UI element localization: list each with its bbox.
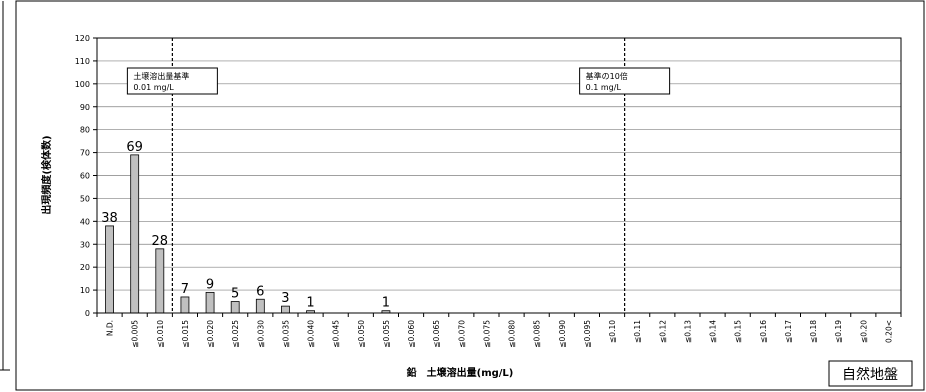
x-tick-label-30: ≦0.20 xyxy=(859,320,868,343)
data-label-3: 7 xyxy=(181,282,189,297)
y-tick-label-11: 110 xyxy=(75,57,90,66)
y-tick-label-10: 100 xyxy=(75,80,90,89)
x-tick-label-19: ≦0.095 xyxy=(583,320,592,348)
x-tick-label-6: ≦0.030 xyxy=(256,320,265,348)
y-tick-label-6: 60 xyxy=(80,172,90,181)
bar-3 xyxy=(180,296,190,314)
bar-7 xyxy=(281,305,290,314)
reference-label-box-0 xyxy=(126,67,218,95)
reference-lines: 土壌溶出量基準 0.01 mg/L 基準の10倍 0.1 mg/L xyxy=(126,38,671,313)
x-tick-label-3: ≦0.015 xyxy=(181,320,190,348)
x-tick-label-26: ≦0.16 xyxy=(759,320,768,343)
data-label-4: 9 xyxy=(206,277,214,292)
x-tick-label-23: ≦0.13 xyxy=(683,320,692,343)
x-tick-label-21: ≦0.11 xyxy=(633,320,642,343)
bars xyxy=(105,154,391,314)
y-tick-label-12: 120 xyxy=(75,34,90,43)
y-tick-label-5: 50 xyxy=(80,194,90,203)
y-axis-ticks: 0 10 20 30 40 50 60 70 80 90 100 110 120 xyxy=(75,34,97,318)
y-tick-label-2: 20 xyxy=(80,263,90,272)
x-tick-label-25: ≦0.15 xyxy=(734,320,743,343)
x-tick-label-11: ≦0.055 xyxy=(382,320,391,348)
bar-1 xyxy=(130,154,140,314)
bar-6 xyxy=(255,298,265,314)
reference-label-line1-1: 基準の10倍 xyxy=(586,71,628,81)
x-tick-label-20: ≦0.10 xyxy=(608,320,617,343)
bar-5 xyxy=(230,301,240,314)
x-tick-label-8: ≦0.040 xyxy=(307,320,316,348)
x-tick-label-22: ≦0.12 xyxy=(658,320,667,343)
x-tick-label-18: ≦0.090 xyxy=(558,320,567,348)
x-tick-label-17: ≦0.085 xyxy=(533,320,542,348)
outer-frame xyxy=(15,0,925,391)
x-tick-label-16: ≦0.080 xyxy=(508,320,517,348)
y-tick-label-8: 80 xyxy=(80,126,90,135)
x-tick-label-2: ≦0.010 xyxy=(156,320,165,348)
data-label-6: 6 xyxy=(256,284,264,299)
x-tick-label-15: ≦0.075 xyxy=(482,320,491,348)
y-axis-title: 出現頻度(検体数) xyxy=(40,135,53,214)
x-tick-label-24: ≦0.14 xyxy=(709,320,718,343)
reference-label-line2-0: 0.01 mg/L xyxy=(133,83,174,92)
plot-area-border xyxy=(96,37,902,314)
x-tick-label-29: ≦0.19 xyxy=(834,320,843,343)
x-tick-label-14: ≦0.070 xyxy=(457,320,466,348)
x-tick-label-28: ≦0.18 xyxy=(809,320,818,343)
reference-label-box-1 xyxy=(579,67,671,95)
data-labels: 38 69 28 7 9 5 6 3 1 1 xyxy=(101,140,390,311)
bar-0 xyxy=(105,225,114,314)
bar-2 xyxy=(155,248,165,314)
x-tick-label-0: N.D. xyxy=(106,320,115,336)
data-label-0: 38 xyxy=(101,211,118,226)
x-axis-ticks: N.D. ≦0.005 ≦0.010 ≦0.015 ≦0.020 ≦0.025 ≦0.030… xyxy=(96,313,902,348)
x-tick-label-13: ≦0.065 xyxy=(432,320,441,348)
x-axis-title: 鉛 土壌溶出量(mg/L) xyxy=(407,366,514,379)
x-tick-label-9: ≦0.045 xyxy=(332,320,341,348)
y-tick-label-0: 0 xyxy=(85,309,90,318)
bar-4 xyxy=(205,291,215,314)
y-tick-label-9: 90 xyxy=(80,103,90,112)
y-tick-label-7: 70 xyxy=(80,149,90,158)
data-label-8: 1 xyxy=(306,296,314,311)
data-label-11: 1 xyxy=(382,296,390,311)
y-tick-label-4: 40 xyxy=(80,217,90,226)
data-label-7: 3 xyxy=(281,291,289,306)
x-tick-label-10: ≦0.050 xyxy=(357,320,366,348)
data-label-5: 5 xyxy=(231,287,239,302)
y-tick-label-1: 10 xyxy=(80,286,90,295)
data-label-1: 69 xyxy=(126,140,143,155)
data-label-2: 28 xyxy=(152,234,169,249)
x-tick-label-27: ≦0.17 xyxy=(784,320,793,343)
reference-label-line1-0: 土壌溶出量基準 xyxy=(133,71,189,81)
reference-label-line2-1: 0.1 mg/L xyxy=(586,83,622,92)
y-tick-label-3: 30 xyxy=(80,240,90,249)
x-tick-label-1: ≦0.005 xyxy=(131,320,140,348)
corner-badge: 自然地盤 xyxy=(842,366,898,383)
x-tick-label-12: ≦0.060 xyxy=(407,320,416,348)
x-tick-label-31: 0.20< xyxy=(884,320,893,343)
x-tick-label-7: ≦0.035 xyxy=(281,320,290,348)
corner-badge-box xyxy=(828,360,913,387)
x-tick-label-5: ≦0.025 xyxy=(231,320,240,348)
x-tick-label-4: ≦0.020 xyxy=(206,320,215,348)
